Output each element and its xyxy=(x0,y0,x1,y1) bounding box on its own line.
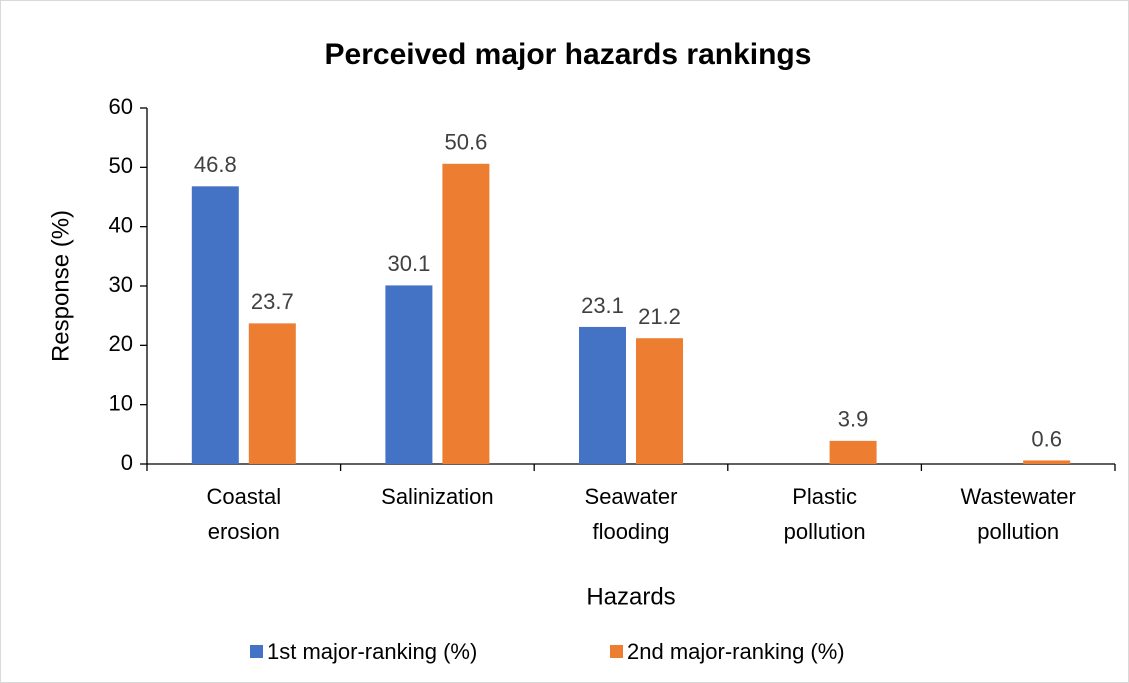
bar xyxy=(248,323,296,464)
y-tick-label: 20 xyxy=(109,331,133,356)
x-tick-label-line: erosion xyxy=(208,519,280,544)
x-tick-label: Wastewater pollution xyxy=(961,484,1076,544)
bar xyxy=(1023,460,1071,464)
x-tick-label-line: Plastic xyxy=(792,484,857,509)
data-label: 21.2 xyxy=(638,304,681,329)
bar xyxy=(579,326,626,464)
x-tick-label-line: pollution xyxy=(784,519,866,544)
x-tick-label-line: Wastewater xyxy=(961,484,1076,509)
bar xyxy=(442,163,490,465)
x-tick-label: Coastal erosion xyxy=(207,484,282,544)
x-tick-label-line: flooding xyxy=(592,519,669,544)
x-tick-label-line: pollution xyxy=(977,519,1059,544)
data-label: 23.7 xyxy=(251,289,294,314)
x-axis-label: Hazards xyxy=(586,583,675,610)
data-label: 30.1 xyxy=(387,251,430,276)
bar xyxy=(385,285,433,464)
data-label: 0.6 xyxy=(1031,426,1062,451)
y-tick-label: 30 xyxy=(109,272,133,297)
legend-swatch xyxy=(610,645,623,658)
y-tick-label: 0 xyxy=(121,450,133,475)
legend-label: 1st major-ranking (%) xyxy=(267,639,477,664)
data-label: 50.6 xyxy=(444,130,487,155)
x-tick-label: Seawater flooding xyxy=(585,484,678,544)
y-tick-label: 60 xyxy=(109,94,133,119)
bar xyxy=(829,440,877,464)
x-tick-label-line: Salinization xyxy=(381,484,494,509)
data-label: 23.1 xyxy=(581,293,624,318)
y-tick-label: 40 xyxy=(109,212,133,237)
x-tick-label-line: Seawater xyxy=(585,484,678,509)
x-tick-label-line: Coastal xyxy=(207,484,282,509)
y-tick-label: 10 xyxy=(109,390,133,415)
x-tick-label: Salinization xyxy=(381,484,494,509)
x-tick-label: Plastic pollution xyxy=(784,484,866,544)
y-axis-label: Response (%) xyxy=(47,210,74,362)
chart-title: Perceived major hazards rankings xyxy=(325,38,812,71)
legend-swatch xyxy=(250,645,263,658)
bar xyxy=(636,338,683,464)
legend-label: 2nd major-ranking (%) xyxy=(627,639,845,664)
y-tick-label: 50 xyxy=(109,153,133,178)
data-label: 3.9 xyxy=(838,407,869,432)
bar xyxy=(191,186,239,464)
data-label: 46.8 xyxy=(194,152,237,177)
